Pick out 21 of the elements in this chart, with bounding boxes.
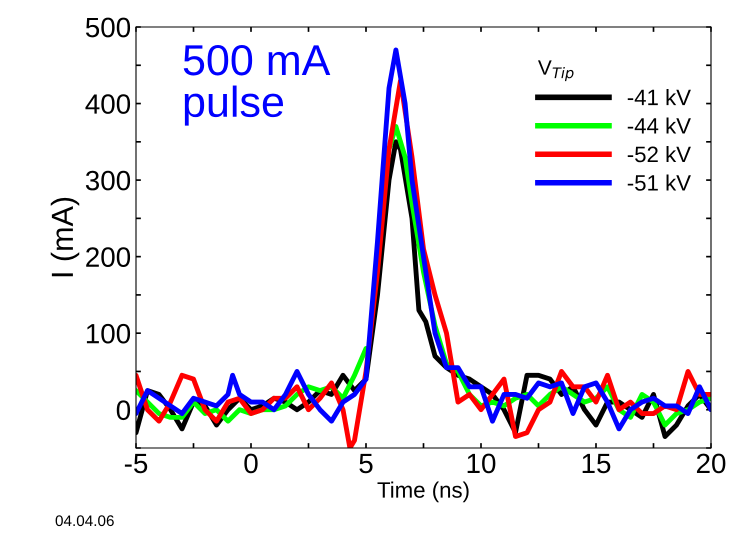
x-tick-label: -5 <box>124 454 148 474</box>
legend-label: -52 kV <box>628 146 691 162</box>
legend-label: -51 kV <box>628 174 691 191</box>
legend-label: -41 kV <box>628 88 691 106</box>
text: 04.04.06 <box>56 515 114 526</box>
y-tick-label: 0 <box>116 400 130 420</box>
x-tick-label: 20 <box>696 454 726 474</box>
x-tick-label: 10 <box>468 454 496 474</box>
y-tick-label: 400 <box>85 94 130 114</box>
legend-title: V$_{Tip}$ <box>538 60 574 82</box>
x-axis-title: Time (ns) <box>378 482 469 502</box>
annotation: 500 mA pulse <box>184 44 330 126</box>
x-tick-label: 15 <box>582 454 610 474</box>
y-tick-label: 500 <box>86 18 130 38</box>
y-tick-label: 200 <box>86 247 130 267</box>
x-tick-label: 5 <box>359 454 373 474</box>
x-tick-label: 0 <box>244 454 258 474</box>
y-tick-label: 100 <box>86 324 130 344</box>
y-axis-title: I (mA) <box>50 198 80 276</box>
y-tick-label: 300 <box>86 170 130 190</box>
legend-label: -44 kV <box>628 117 691 134</box>
